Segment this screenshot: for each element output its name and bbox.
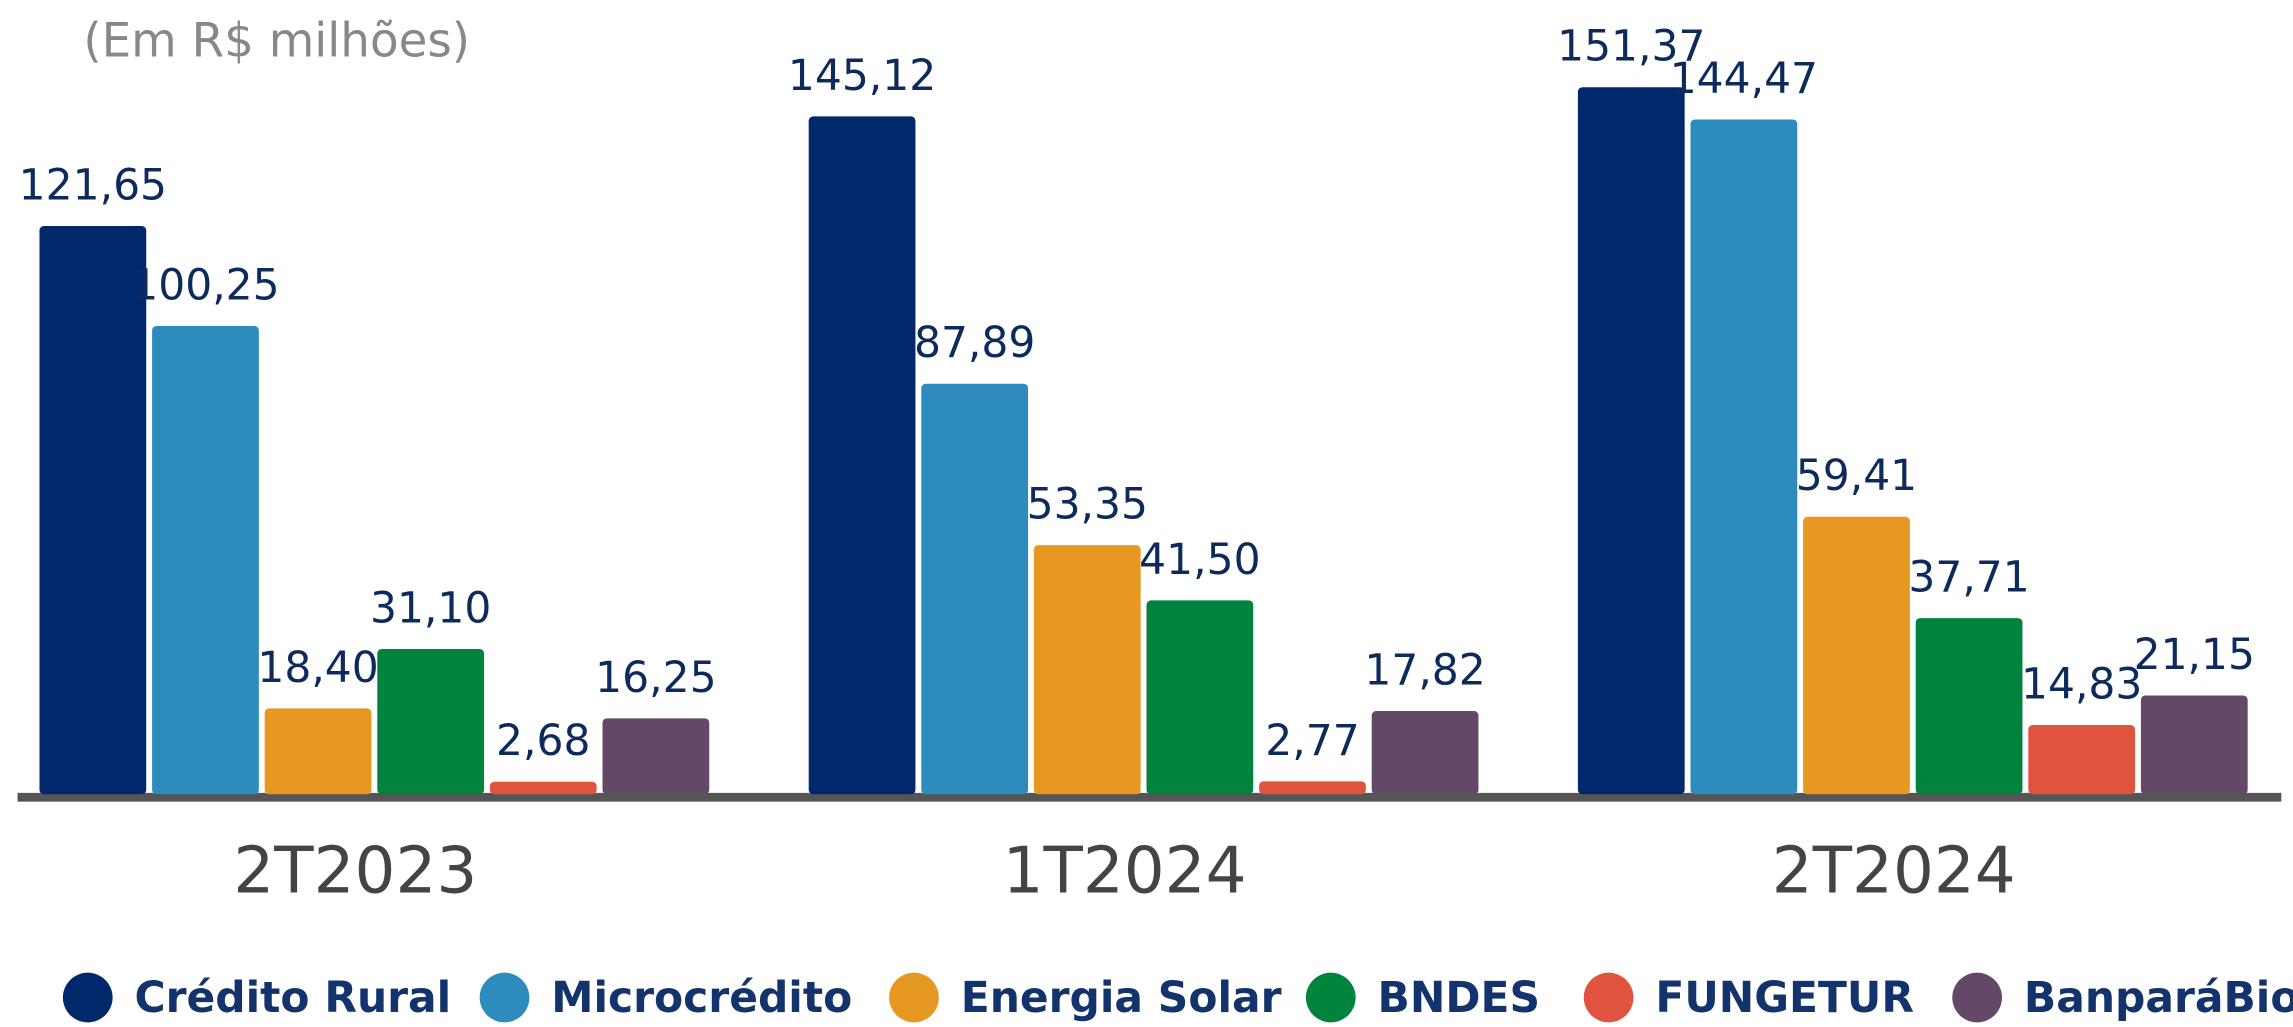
x-tick-label: 2T2023 xyxy=(233,833,477,908)
value-label: 59,41 xyxy=(1796,451,1917,500)
x-tick-label: 2T2024 xyxy=(1772,833,2016,908)
value-label: 2,77 xyxy=(1265,716,1359,765)
bar xyxy=(1146,600,1254,795)
bar xyxy=(2028,725,2136,795)
x-tick-label: 1T2024 xyxy=(1003,833,1247,908)
bar xyxy=(1259,781,1366,795)
value-label: 21,15 xyxy=(2134,630,2255,679)
value-label: 41,50 xyxy=(1139,535,1260,584)
value-label: 2,68 xyxy=(496,716,590,765)
value-label: 14,83 xyxy=(2021,659,2142,708)
legend-label: FUNGETUR xyxy=(1655,973,1914,1022)
value-label: 37,71 xyxy=(1908,553,2029,602)
value-label: 16,25 xyxy=(595,653,716,702)
legend-swatch xyxy=(479,972,530,1023)
bar xyxy=(1803,516,1910,795)
value-label: 100,25 xyxy=(131,260,279,309)
value-label: 121,65 xyxy=(19,161,167,210)
legend-swatch xyxy=(1952,972,2002,1023)
value-label: 17,82 xyxy=(1364,646,1485,695)
legend-label: Microcrédito xyxy=(551,973,852,1022)
bar xyxy=(1033,545,1141,795)
legend-label: Crédito Rural xyxy=(135,973,452,1022)
legend-swatch xyxy=(62,972,113,1023)
value-label: 53,35 xyxy=(1027,480,1148,529)
value-label: 31,10 xyxy=(370,583,491,632)
legend-label: BNDES xyxy=(1378,973,1540,1022)
legend-label: BanparáBio xyxy=(2024,973,2293,1022)
bar xyxy=(264,708,372,795)
value-label: 145,12 xyxy=(788,51,936,100)
legend-swatch xyxy=(1583,972,1634,1023)
bar xyxy=(1915,618,2023,795)
subtitle: (Em R$ milhões) xyxy=(83,15,470,69)
bar xyxy=(489,781,597,795)
value-label: 87,89 xyxy=(914,318,1035,367)
value-label: 144,47 xyxy=(1670,54,1818,103)
bar xyxy=(1577,87,1685,795)
bar xyxy=(1371,711,1479,795)
legend-swatch xyxy=(889,972,939,1023)
legend-swatch xyxy=(1305,972,1356,1023)
bar xyxy=(808,116,916,795)
bar xyxy=(921,383,1029,795)
bar xyxy=(1690,119,1798,795)
bar xyxy=(377,649,485,795)
value-label: 151,37 xyxy=(1557,22,1705,71)
bar xyxy=(602,718,710,795)
value-label: 18,40 xyxy=(257,643,378,692)
bar xyxy=(2140,695,2248,795)
bar xyxy=(39,226,147,795)
legend-label: Energia Solar xyxy=(961,973,1282,1022)
bar xyxy=(152,326,259,795)
